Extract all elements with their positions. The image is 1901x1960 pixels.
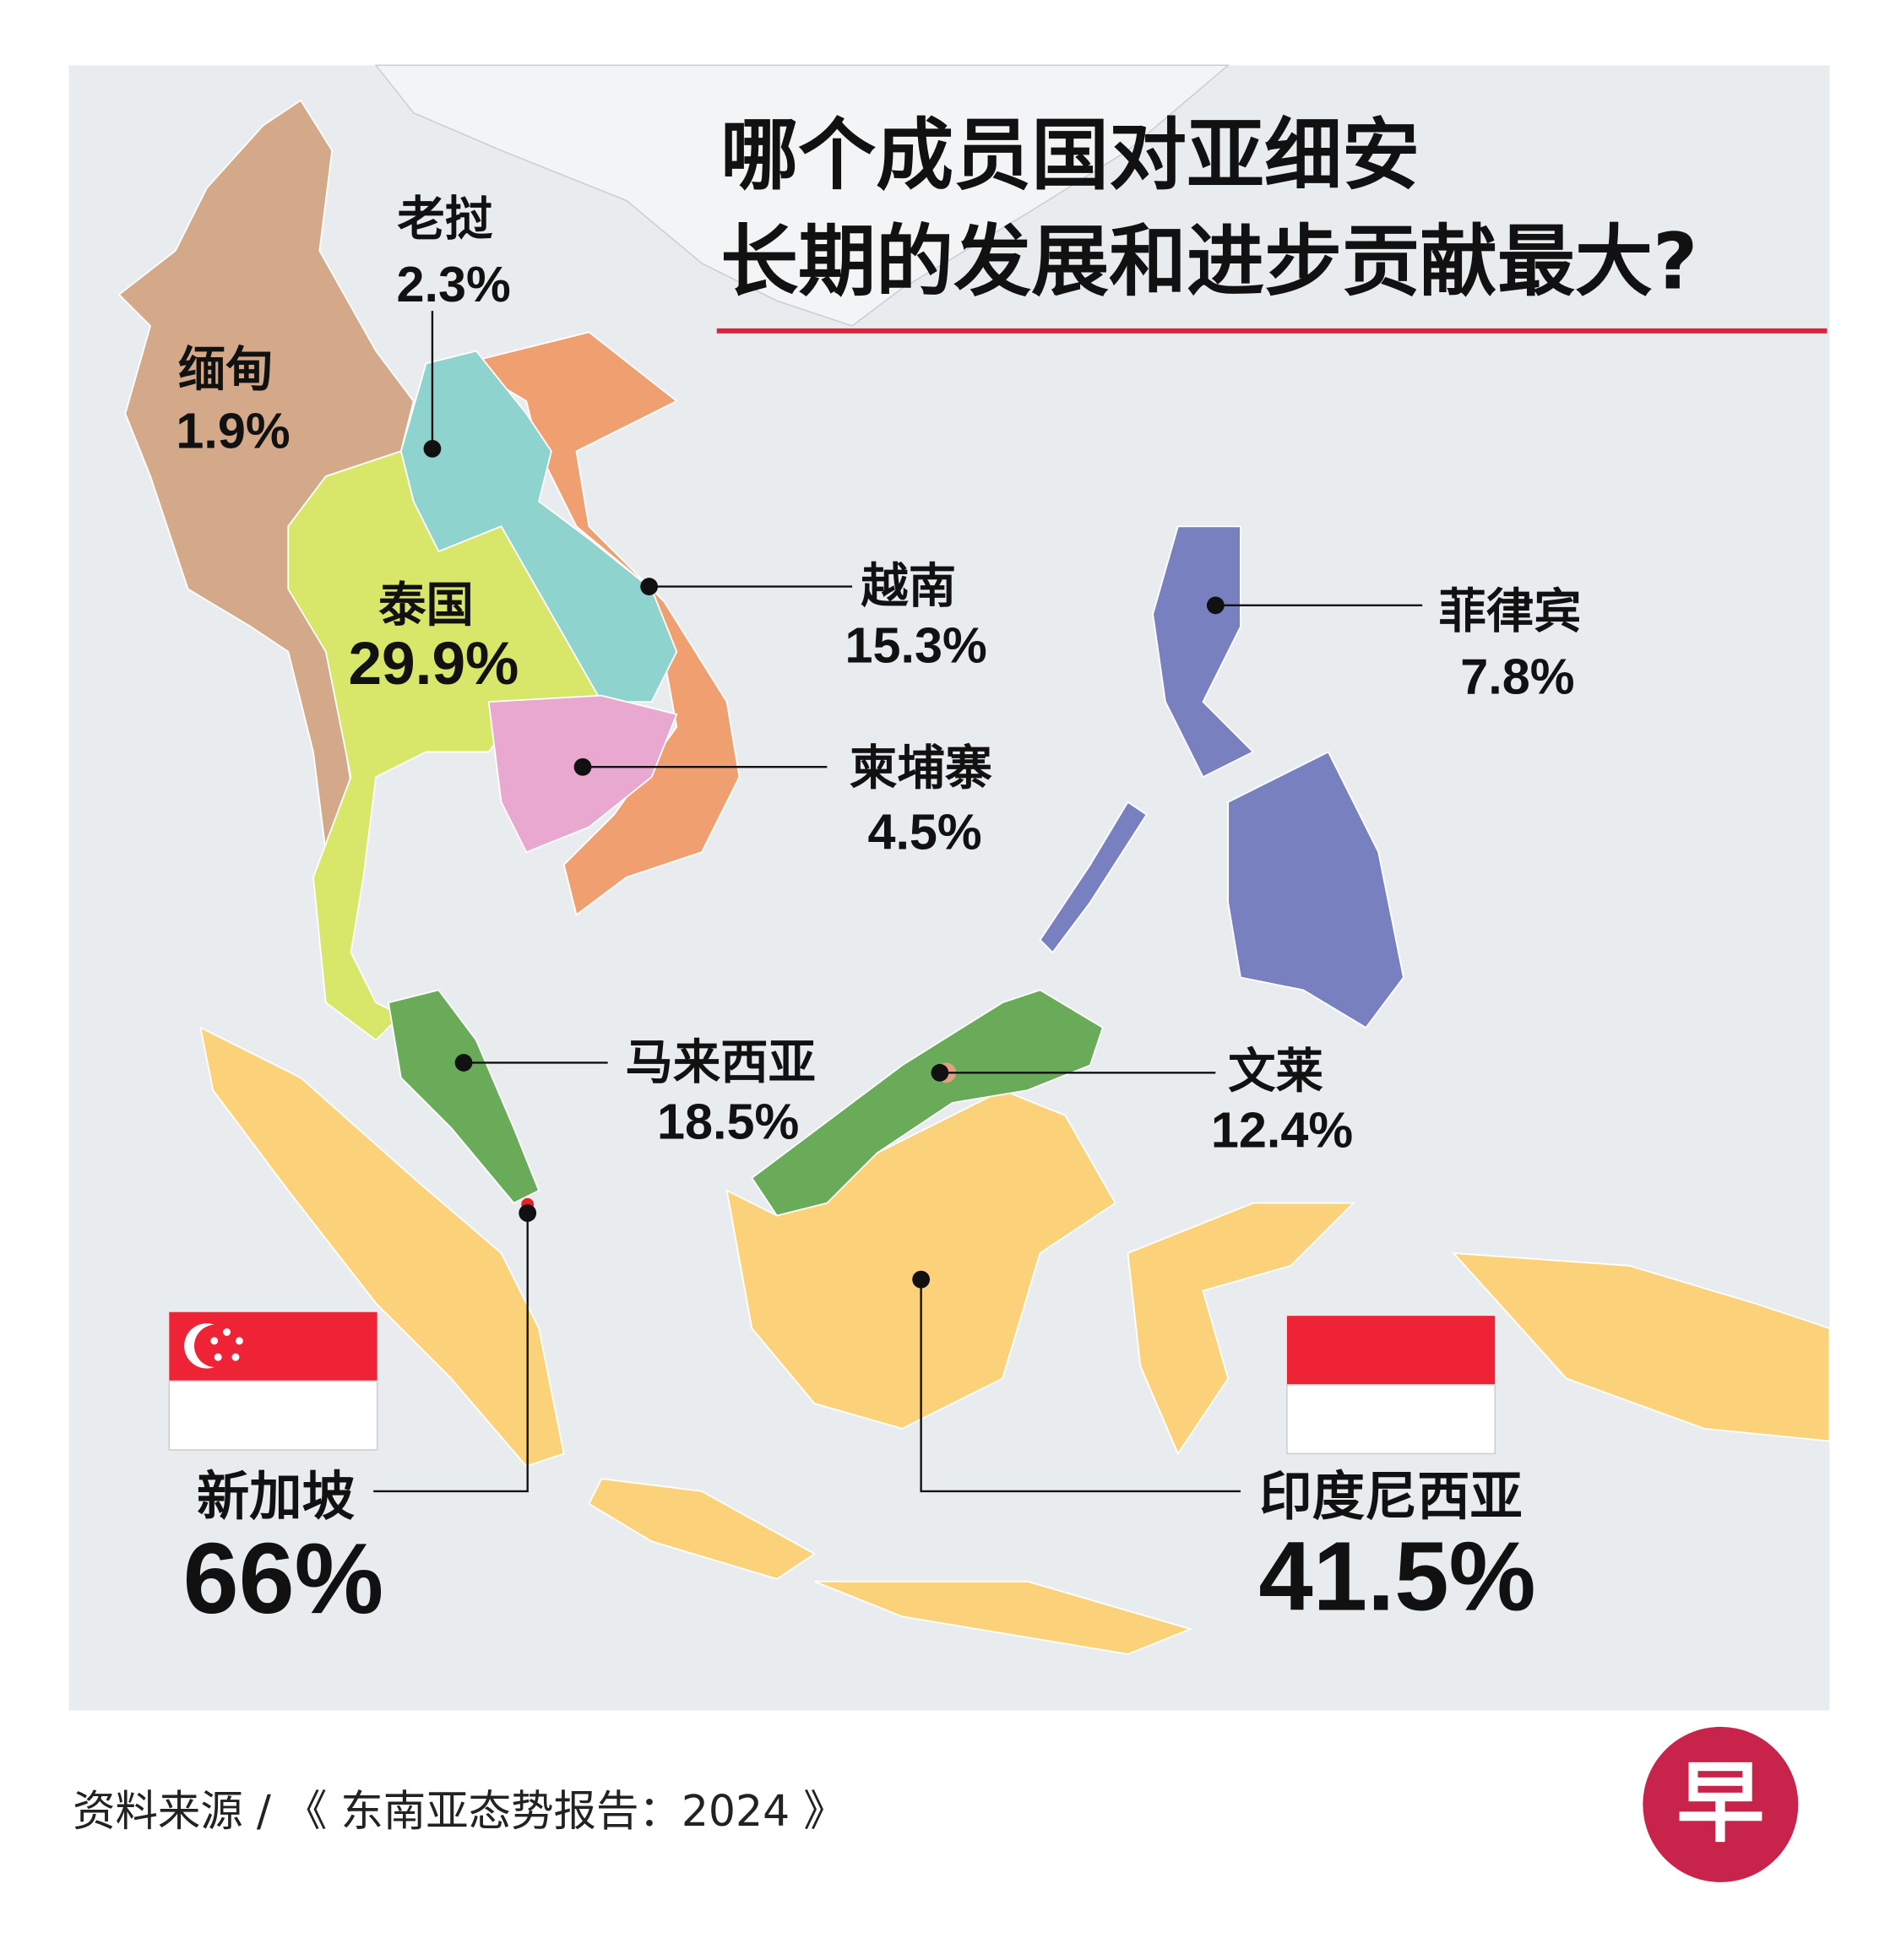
crescent-cut [193, 1324, 237, 1368]
myanmar [117, 99, 415, 866]
country-share: 7.8% [1460, 649, 1574, 705]
country-name: 文莱 [1228, 1044, 1323, 1099]
leader-dot [931, 1063, 949, 1082]
leader-dot [640, 578, 659, 595]
country-share: 1.9% [176, 403, 290, 459]
china-coast [374, 64, 1230, 327]
country-share: 18.5% [657, 1093, 799, 1149]
country-share: 2.3% [397, 256, 511, 312]
country-name: 新加坡 [197, 1465, 356, 1527]
leader-dot [573, 757, 592, 776]
sumatra [199, 1026, 565, 1468]
leader-dot [454, 1054, 473, 1072]
country-name: 印度尼西亚 [1259, 1465, 1523, 1527]
country-name: 柬埔寨 [850, 741, 992, 795]
papua [1452, 1251, 1831, 1442]
labels: 老挝 2.3% 缅甸 1.9% 泰国 29.9% 越南 15.3% 柬埔寨 4.… [176, 192, 1581, 1635]
leader-dot [423, 439, 442, 458]
country-name: 缅甸 [178, 342, 274, 397]
flag-white [1286, 1384, 1496, 1455]
leader-dot [912, 1270, 931, 1289]
flag-singapore [168, 1311, 378, 1451]
leader-line [920, 1279, 1241, 1493]
title-underline [716, 328, 1828, 334]
flag-indonesia [1286, 1316, 1496, 1455]
country-name: 马来西亚 [625, 1035, 816, 1090]
country-name: 越南 [861, 559, 956, 614]
java [588, 1478, 817, 1580]
mindanao-visayas [1227, 751, 1404, 1029]
country-name: 菲律宾 [1438, 584, 1581, 639]
source: 资料来源 / 《 东南亚态势报告：2024 》 [73, 1786, 846, 1836]
leader-dot [1206, 596, 1225, 615]
leader-line [373, 1213, 529, 1493]
country-share: 15.3% [845, 616, 987, 673]
palawan [1039, 801, 1148, 954]
flag-red [1286, 1316, 1496, 1385]
country-share: 41.5% [1258, 1521, 1535, 1631]
stars [210, 1328, 243, 1361]
country-share: 29.9% [348, 631, 519, 698]
thailand [287, 450, 603, 1041]
vietnam [461, 331, 741, 916]
country-share: 12.4% [1211, 1102, 1353, 1159]
leader-dot [519, 1204, 537, 1222]
country-share: 66% [183, 1523, 384, 1635]
country-name: 老挝 [397, 192, 492, 247]
title-line1: 哪个成员国对亚细安 [720, 110, 1420, 200]
country-name: 泰国 [378, 578, 474, 633]
title-line2: 长期的发展和进步贡献最大? [720, 217, 1697, 307]
flag-white [168, 1380, 378, 1451]
country-share: 4.5% [867, 804, 981, 861]
luzon [1152, 525, 1255, 779]
sulawesi [1127, 1202, 1355, 1456]
malaysia-peninsula [387, 989, 540, 1204]
leaders [373, 311, 1423, 1493]
lesser-sunda [814, 1580, 1193, 1655]
logo-circle [1643, 1726, 1799, 1882]
logo-text: 早 [1676, 1753, 1764, 1854]
malaysia-borneo [751, 989, 1104, 1217]
